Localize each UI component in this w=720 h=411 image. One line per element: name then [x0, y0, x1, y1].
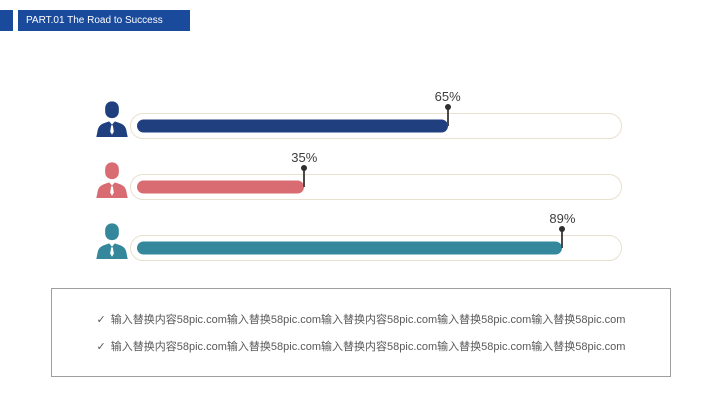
note-text: 输入替换内容58pic.com输入替换58pic.com输入替换内容58pic.…	[110, 314, 626, 326]
progress-fill	[137, 180, 305, 194]
note-line-2: ✓ 输入替换内容58pic.com输入替换58pic.com输入替换内容58pic…	[97, 338, 626, 354]
businessman-icon	[93, 161, 131, 199]
progress-fill	[137, 241, 563, 255]
percent-label: 65%	[434, 89, 461, 104]
percent-label: 89%	[549, 211, 576, 226]
pin-stem	[303, 168, 306, 187]
note-text: 输入替换内容58pic.com输入替换58pic.com输入替换内容58pic.…	[110, 341, 626, 353]
businessman-icon	[93, 222, 131, 260]
pin-stem	[446, 107, 449, 126]
pin-dot	[559, 226, 566, 232]
bar-row-1: 65%	[0, 89, 720, 140]
progress-track: 35%	[130, 150, 622, 200]
progress-track-inner: 65%	[137, 89, 615, 138]
checkmark-icon: ✓	[96, 341, 106, 353]
section-header-label: PART.01 The Road to Success	[26, 15, 163, 26]
pin-stem	[561, 229, 564, 248]
pin-dot	[301, 165, 308, 171]
note-line-1: ✓ 输入替换内容58pic.com输入替换58pic.com输入替换内容58pic…	[97, 311, 626, 327]
checkmark-icon: ✓	[96, 314, 106, 326]
progress-track: 89%	[130, 211, 622, 261]
businessman-icon	[93, 100, 131, 138]
progress-track-inner: 89%	[137, 211, 615, 260]
percent-label: 35%	[291, 150, 318, 165]
progress-track: 65%	[130, 89, 622, 139]
bar-row-3: 89%	[0, 211, 720, 262]
progress-track-inner: 35%	[137, 150, 615, 199]
pin-dot	[444, 104, 451, 110]
section-header: PART.01 The Road to Success	[18, 10, 190, 31]
notes-box: ✓ 输入替换内容58pic.com输入替换58pic.com输入替换内容58pic…	[51, 288, 671, 377]
progress-fill	[137, 119, 448, 133]
bar-row-2: 35%	[0, 150, 720, 201]
header-accent-square	[0, 10, 13, 31]
